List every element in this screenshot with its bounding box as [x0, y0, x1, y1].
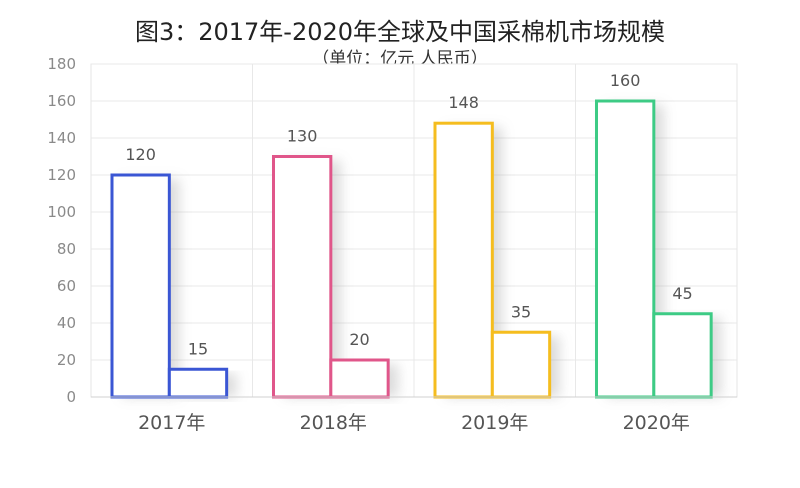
bar — [329, 358, 390, 399]
data-label: 35 — [511, 302, 531, 321]
x-tick-label: 2017年 — [138, 412, 205, 434]
bar — [594, 99, 656, 399]
y-tick-label: 20 — [57, 351, 76, 369]
data-label: 15 — [188, 339, 208, 358]
x-tick-label: 2018年 — [300, 412, 367, 434]
x-tick-label: 2020年 — [623, 412, 690, 434]
y-tick-label: 140 — [47, 129, 76, 147]
bar — [652, 312, 713, 399]
y-tick-label: 180 — [47, 55, 76, 73]
y-tick-label: 80 — [57, 240, 76, 258]
y-tick-label: 100 — [47, 203, 76, 221]
x-tick-label: 2019年 — [461, 412, 528, 434]
bar — [167, 367, 229, 399]
data-label: 120 — [125, 145, 156, 164]
data-label: 45 — [672, 284, 692, 303]
bar — [490, 330, 552, 399]
bar — [271, 155, 333, 399]
chart-title: 图3：2017年-2020年全球及中国采棉机市场规模 — [134, 18, 666, 46]
bar — [110, 173, 171, 399]
bar — [433, 121, 494, 399]
y-tick-label: 0 — [66, 388, 76, 406]
y-tick-label: 120 — [47, 166, 76, 184]
y-tick-label: 40 — [57, 314, 76, 332]
y-tick-label: 160 — [47, 92, 76, 110]
y-tick-label: 60 — [57, 277, 76, 295]
data-label: 20 — [349, 330, 369, 349]
data-label: 160 — [610, 71, 641, 90]
data-label: 130 — [287, 127, 318, 146]
data-label: 148 — [448, 93, 479, 112]
